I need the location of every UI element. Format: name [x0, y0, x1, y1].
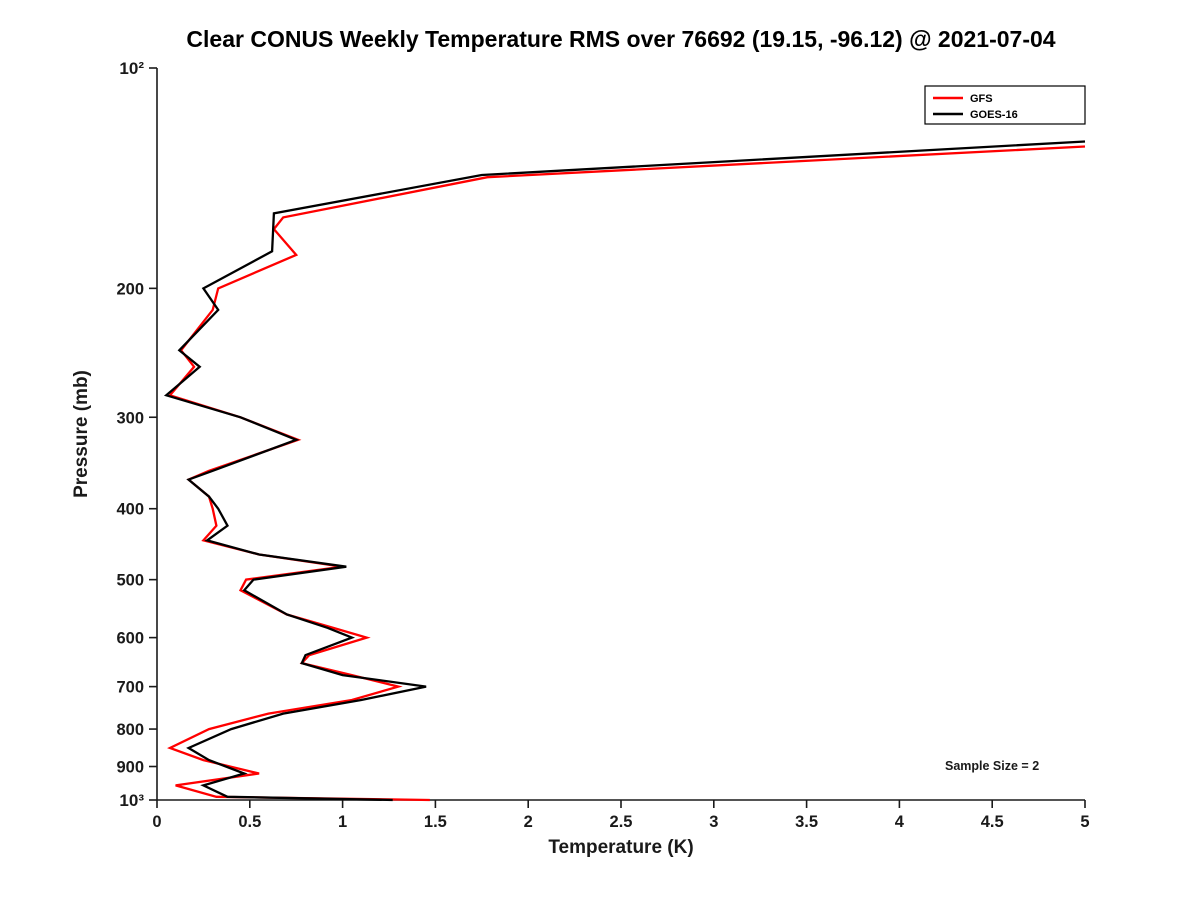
- x-tick-label-3-5: 3.5: [795, 813, 818, 831]
- x-tick-label-1-5: 1.5: [424, 813, 447, 831]
- x-tick-label-1: 1: [338, 813, 347, 831]
- y-tick-label-200: 200: [116, 280, 144, 298]
- x-tick-label-4-5: 4.5: [981, 813, 1004, 831]
- series-line-goes-16: [163, 140, 1086, 802]
- legend-box: [924, 85, 1086, 125]
- y-tick-label-100: 10²: [119, 59, 144, 78]
- x-tick-label-0-5: 0.5: [238, 813, 261, 831]
- axis-spines: [156, 68, 1085, 801]
- x-tick-label-3: 3: [709, 813, 718, 831]
- y-axis-label: Pressure (mb): [71, 370, 92, 498]
- y-tick-label-900: 900: [116, 759, 144, 777]
- y-tick-label-500: 500: [116, 572, 144, 590]
- x-tick-label-0: 0: [152, 813, 161, 831]
- legend: GFS GOES-16: [924, 85, 1086, 125]
- chart-title: Clear CONUS Weekly Temperature RMS over …: [186, 26, 1055, 52]
- series-line-gfs: [167, 145, 1086, 802]
- y-tick-label-400: 400: [116, 501, 144, 519]
- series-lines: [163, 140, 1086, 802]
- x-tick-label-2: 2: [524, 813, 533, 831]
- y-tick-label-1000: 10³: [119, 791, 144, 810]
- y-tick-label-700: 700: [116, 679, 144, 697]
- legend-label-gfs: GFS: [970, 93, 993, 105]
- y-tick-label-800: 800: [116, 721, 144, 739]
- sample-size-annotation: Sample Size = 2: [945, 759, 1039, 773]
- x-tick-label-2-5: 2.5: [610, 813, 633, 831]
- y-tick-label-300: 300: [116, 409, 144, 427]
- y-tick-label-600: 600: [116, 630, 144, 648]
- x-tick-label-4: 4: [895, 813, 905, 831]
- axes: 0 0.5 1 1.5 2 2.5 3 3.5 4 4.5 5 10² 200 300 400 500 600 7…: [116, 59, 1089, 831]
- x-axis-label: Temperature (K): [548, 837, 693, 858]
- x-tick-label-5: 5: [1080, 813, 1089, 831]
- legend-label-goes16: GOES-16: [970, 109, 1018, 121]
